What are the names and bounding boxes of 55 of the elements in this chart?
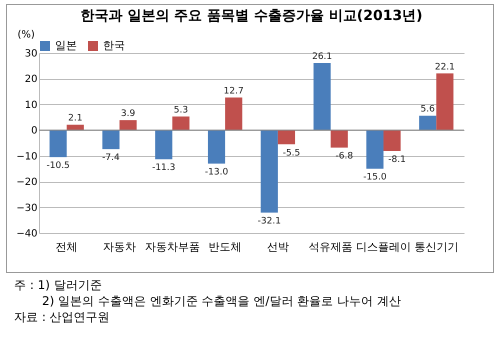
data-label: -11.3 bbox=[152, 163, 176, 174]
bar bbox=[172, 116, 190, 130]
data-label: 2.1 bbox=[68, 114, 82, 124]
y-axis-title: (%) bbox=[18, 30, 35, 40]
legend-label: 한국 bbox=[103, 39, 125, 52]
bar bbox=[155, 130, 172, 160]
x-tick-label: 통신기기 bbox=[414, 240, 458, 254]
x-tick-label: 디스플레이 bbox=[356, 240, 411, 254]
bar bbox=[436, 73, 454, 130]
bar bbox=[66, 124, 84, 130]
bar bbox=[225, 97, 242, 130]
data-label: -6.8 bbox=[335, 152, 354, 162]
text: 주 : 1) 달러기준 bbox=[14, 277, 103, 293]
data-label: 5.3 bbox=[174, 106, 188, 116]
data-label: -5.5 bbox=[282, 148, 300, 158]
y-tick-label: 0 bbox=[31, 126, 38, 137]
bar bbox=[120, 120, 137, 130]
data-label: -8.1 bbox=[388, 154, 406, 165]
x-tick-label: 자동차부품 bbox=[144, 240, 200, 254]
bar bbox=[278, 130, 296, 144]
y-tick-label: −30 bbox=[16, 202, 38, 214]
data-label: -32.1 bbox=[258, 216, 281, 227]
y-tick-label: −40 bbox=[16, 228, 38, 240]
data-label: -7.4 bbox=[102, 153, 120, 164]
bar bbox=[419, 116, 436, 130]
legend-label: 일본 bbox=[55, 39, 77, 52]
y-tick-label: −20 bbox=[16, 177, 38, 188]
x-tick-label: 석유제품 bbox=[308, 240, 353, 254]
bar bbox=[330, 130, 348, 148]
x-tick-label: 자동차 bbox=[103, 240, 136, 254]
bar bbox=[50, 130, 67, 158]
x-tick-label: 전체 bbox=[56, 240, 78, 254]
bar bbox=[102, 130, 120, 150]
data-label: 26.1 bbox=[312, 52, 332, 62]
y-tick-label: 20 bbox=[24, 74, 38, 86]
bar bbox=[260, 130, 278, 213]
y-tick-label: −10 bbox=[16, 151, 38, 162]
bar bbox=[366, 130, 384, 169]
data-label: 12.7 bbox=[224, 86, 244, 96]
data-label: 5.6 bbox=[420, 104, 436, 115]
bar bbox=[314, 63, 331, 130]
bar bbox=[208, 130, 226, 164]
data-label: 22.1 bbox=[434, 62, 455, 72]
data-label: -13.0 bbox=[204, 168, 228, 178]
y-tick-label: 30 bbox=[24, 48, 38, 60]
chart-title: 한국과 일본의 주요 품목별 수출증가율 비교(2013년) bbox=[80, 8, 423, 24]
x-tick-label: 반도체 bbox=[208, 240, 242, 254]
text: 2) 일본의 수출액은 엔화기준 수출액을 엔/달러 환율로 나누어 계산 bbox=[41, 293, 402, 309]
data-label: -10.5 bbox=[46, 161, 70, 172]
data-label: 3.9 bbox=[120, 109, 136, 120]
text: 자료 : 산업연구원 bbox=[14, 309, 111, 325]
data-label: -15.0 bbox=[363, 172, 387, 183]
x-tick-label: 선박 bbox=[266, 240, 289, 254]
y-tick-label: 10 bbox=[24, 100, 38, 111]
bar bbox=[383, 130, 401, 151]
